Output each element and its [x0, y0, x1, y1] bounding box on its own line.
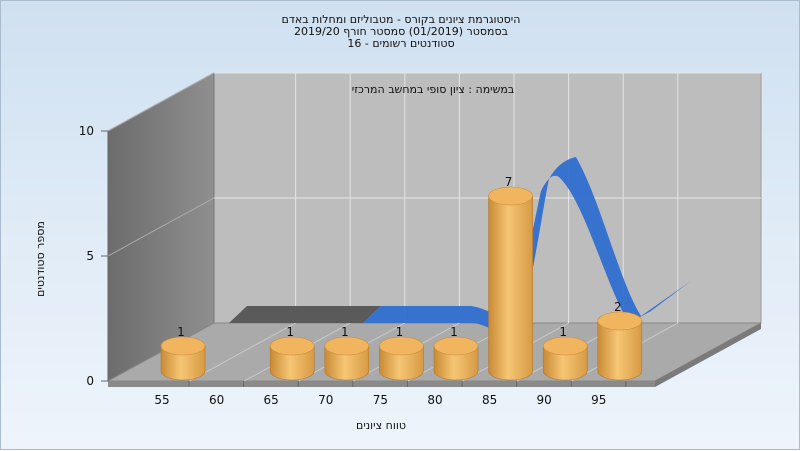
bar-data-label: 2	[614, 300, 622, 314]
floor-front-edge	[108, 381, 655, 387]
gridline-left	[107, 72, 215, 132]
bar-data-label: 1	[341, 325, 349, 339]
bar-body	[379, 345, 424, 381]
curve-shadow-band	[229, 306, 381, 323]
x-tick-label: 85	[482, 393, 497, 407]
x-tick-label: 95	[591, 393, 606, 407]
gridline-left	[107, 197, 215, 257]
bar-55: 1	[160, 325, 206, 381]
chart-bars: 1 1 1 1 1 7 1 2	[160, 175, 643, 381]
bar-data-label: 1	[286, 325, 294, 339]
y-axis-label: מספר סטודנטים	[34, 221, 47, 297]
distribution-curve	[363, 157, 691, 331]
bar-top	[324, 336, 370, 356]
bar-top	[542, 336, 588, 356]
bar-top	[597, 311, 643, 331]
bar-body	[269, 345, 315, 381]
bar-body	[488, 195, 533, 381]
x-tick-label: 90	[537, 393, 552, 407]
bar-data-label: 1	[450, 325, 458, 339]
bar-data-label: 7	[505, 175, 513, 189]
x-tick-label: 70	[318, 393, 333, 407]
chart-gridlines	[107, 72, 761, 382]
y-tick-label: 5	[86, 249, 94, 263]
x-tick-label: 80	[427, 393, 442, 407]
x-tick-label: 60	[209, 393, 224, 407]
chart-axes: 0 5 10 55 60 65 70 75 80 85 90 95	[79, 124, 627, 407]
bar-data-label: 1	[396, 325, 404, 339]
bar-body	[433, 345, 479, 381]
bar-top	[269, 336, 315, 356]
bar-data-label: 1	[559, 325, 567, 339]
chart-title-line-1: היסטוגרמת ציונים בקורס - מטבוליזם ומחלות…	[281, 13, 521, 26]
bar-top	[160, 336, 206, 356]
chart-subtitle: במשימה : ציון סופי במחשב המרכזי	[352, 83, 515, 96]
x-tick-label: 55	[154, 393, 169, 407]
bar-top	[379, 336, 424, 356]
bar-90: 1	[542, 325, 588, 381]
bar-body	[324, 345, 370, 381]
chart-title-line-3: סטודנטים רשומים - 16	[347, 37, 455, 50]
bar-70: 1	[324, 325, 370, 381]
bar-data-label: 1	[177, 325, 185, 339]
bar-75: 1	[379, 325, 424, 381]
bar-65: 1	[269, 325, 315, 381]
y-tick-label: 0	[86, 374, 94, 388]
bar-body	[542, 345, 588, 381]
bar-80: 1	[433, 325, 479, 381]
gridline-floor	[189, 322, 296, 382]
bar-top	[433, 336, 479, 356]
x-tick-label: 65	[264, 393, 279, 407]
bar-95: 2	[597, 300, 643, 381]
distribution-curve-group	[229, 157, 691, 331]
bar-top	[488, 186, 533, 206]
bar-body	[597, 320, 643, 381]
bar-body	[160, 345, 206, 381]
y-tick-label: 10	[79, 124, 94, 138]
x-axis-label: טווח ציונים	[356, 419, 406, 432]
bar-85: 7	[488, 175, 533, 381]
x-tick-label: 75	[373, 393, 388, 407]
floor-right-edge	[655, 323, 761, 387]
chart-title-line-2: בסמסטר (01/2019) סמסטר חורף 2019/20	[294, 25, 508, 38]
